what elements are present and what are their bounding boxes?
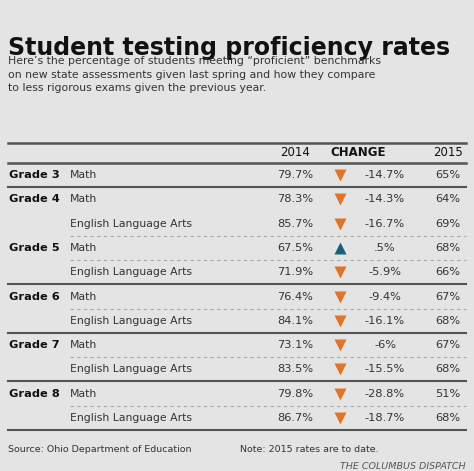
Text: Grade 8: Grade 8: [9, 389, 60, 398]
Text: 68%: 68%: [436, 413, 461, 423]
Text: 64%: 64%: [436, 195, 461, 204]
Text: 79.7%: 79.7%: [277, 170, 313, 180]
Text: Math: Math: [70, 243, 97, 253]
Text: -9.4%: -9.4%: [369, 292, 401, 301]
Text: 51%: 51%: [436, 389, 461, 398]
Text: 66%: 66%: [436, 267, 461, 277]
Text: 68%: 68%: [436, 243, 461, 253]
Text: 83.5%: 83.5%: [277, 364, 313, 374]
Text: Math: Math: [70, 340, 97, 350]
Text: Grade 7: Grade 7: [9, 340, 60, 350]
Text: 84.1%: 84.1%: [277, 316, 313, 326]
Text: Grade 3: Grade 3: [9, 170, 60, 180]
Text: .5%: .5%: [374, 243, 396, 253]
Text: 2014: 2014: [280, 146, 310, 160]
Text: -28.8%: -28.8%: [365, 389, 405, 398]
Text: Math: Math: [70, 292, 97, 301]
Text: 69%: 69%: [436, 219, 461, 229]
Text: -18.7%: -18.7%: [365, 413, 405, 423]
Text: 68%: 68%: [436, 316, 461, 326]
Text: -16.7%: -16.7%: [365, 219, 405, 229]
Text: Grade 6: Grade 6: [9, 292, 60, 301]
Text: 85.7%: 85.7%: [277, 219, 313, 229]
Text: Math: Math: [70, 195, 97, 204]
Text: 67%: 67%: [436, 340, 461, 350]
Text: Note: 2015 rates are to date.: Note: 2015 rates are to date.: [240, 445, 379, 454]
Text: English Language Arts: English Language Arts: [70, 364, 192, 374]
Text: 73.1%: 73.1%: [277, 340, 313, 350]
Text: English Language Arts: English Language Arts: [70, 316, 192, 326]
Text: -14.7%: -14.7%: [365, 170, 405, 180]
Text: -5.9%: -5.9%: [368, 267, 401, 277]
Text: 2015: 2015: [433, 146, 463, 160]
Text: 86.7%: 86.7%: [277, 413, 313, 423]
Text: Grade 5: Grade 5: [9, 243, 60, 253]
Text: English Language Arts: English Language Arts: [70, 219, 192, 229]
Text: 76.4%: 76.4%: [277, 292, 313, 301]
Text: THE COLUMBUS DISPATCH: THE COLUMBUS DISPATCH: [340, 462, 466, 471]
Text: CHANGE: CHANGE: [330, 146, 386, 160]
Text: 78.3%: 78.3%: [277, 195, 313, 204]
Text: Grade 4: Grade 4: [9, 195, 60, 204]
Text: 68%: 68%: [436, 364, 461, 374]
Text: English Language Arts: English Language Arts: [70, 413, 192, 423]
Text: 71.9%: 71.9%: [277, 267, 313, 277]
Text: 65%: 65%: [436, 170, 461, 180]
Text: 79.8%: 79.8%: [277, 389, 313, 398]
Text: -16.1%: -16.1%: [365, 316, 405, 326]
Text: Here’s the percentage of students meeting “proficient” benchmarks
on new state a: Here’s the percentage of students meetin…: [8, 56, 381, 93]
Text: Source: Ohio Department of Education: Source: Ohio Department of Education: [8, 445, 191, 454]
Text: 67%: 67%: [436, 292, 461, 301]
Text: Math: Math: [70, 170, 97, 180]
Text: -15.5%: -15.5%: [365, 364, 405, 374]
Text: Math: Math: [70, 389, 97, 398]
Text: English Language Arts: English Language Arts: [70, 267, 192, 277]
Text: -14.3%: -14.3%: [365, 195, 405, 204]
Text: Student testing proficiency rates: Student testing proficiency rates: [8, 36, 450, 60]
Text: -6%: -6%: [374, 340, 396, 350]
Text: 67.5%: 67.5%: [277, 243, 313, 253]
